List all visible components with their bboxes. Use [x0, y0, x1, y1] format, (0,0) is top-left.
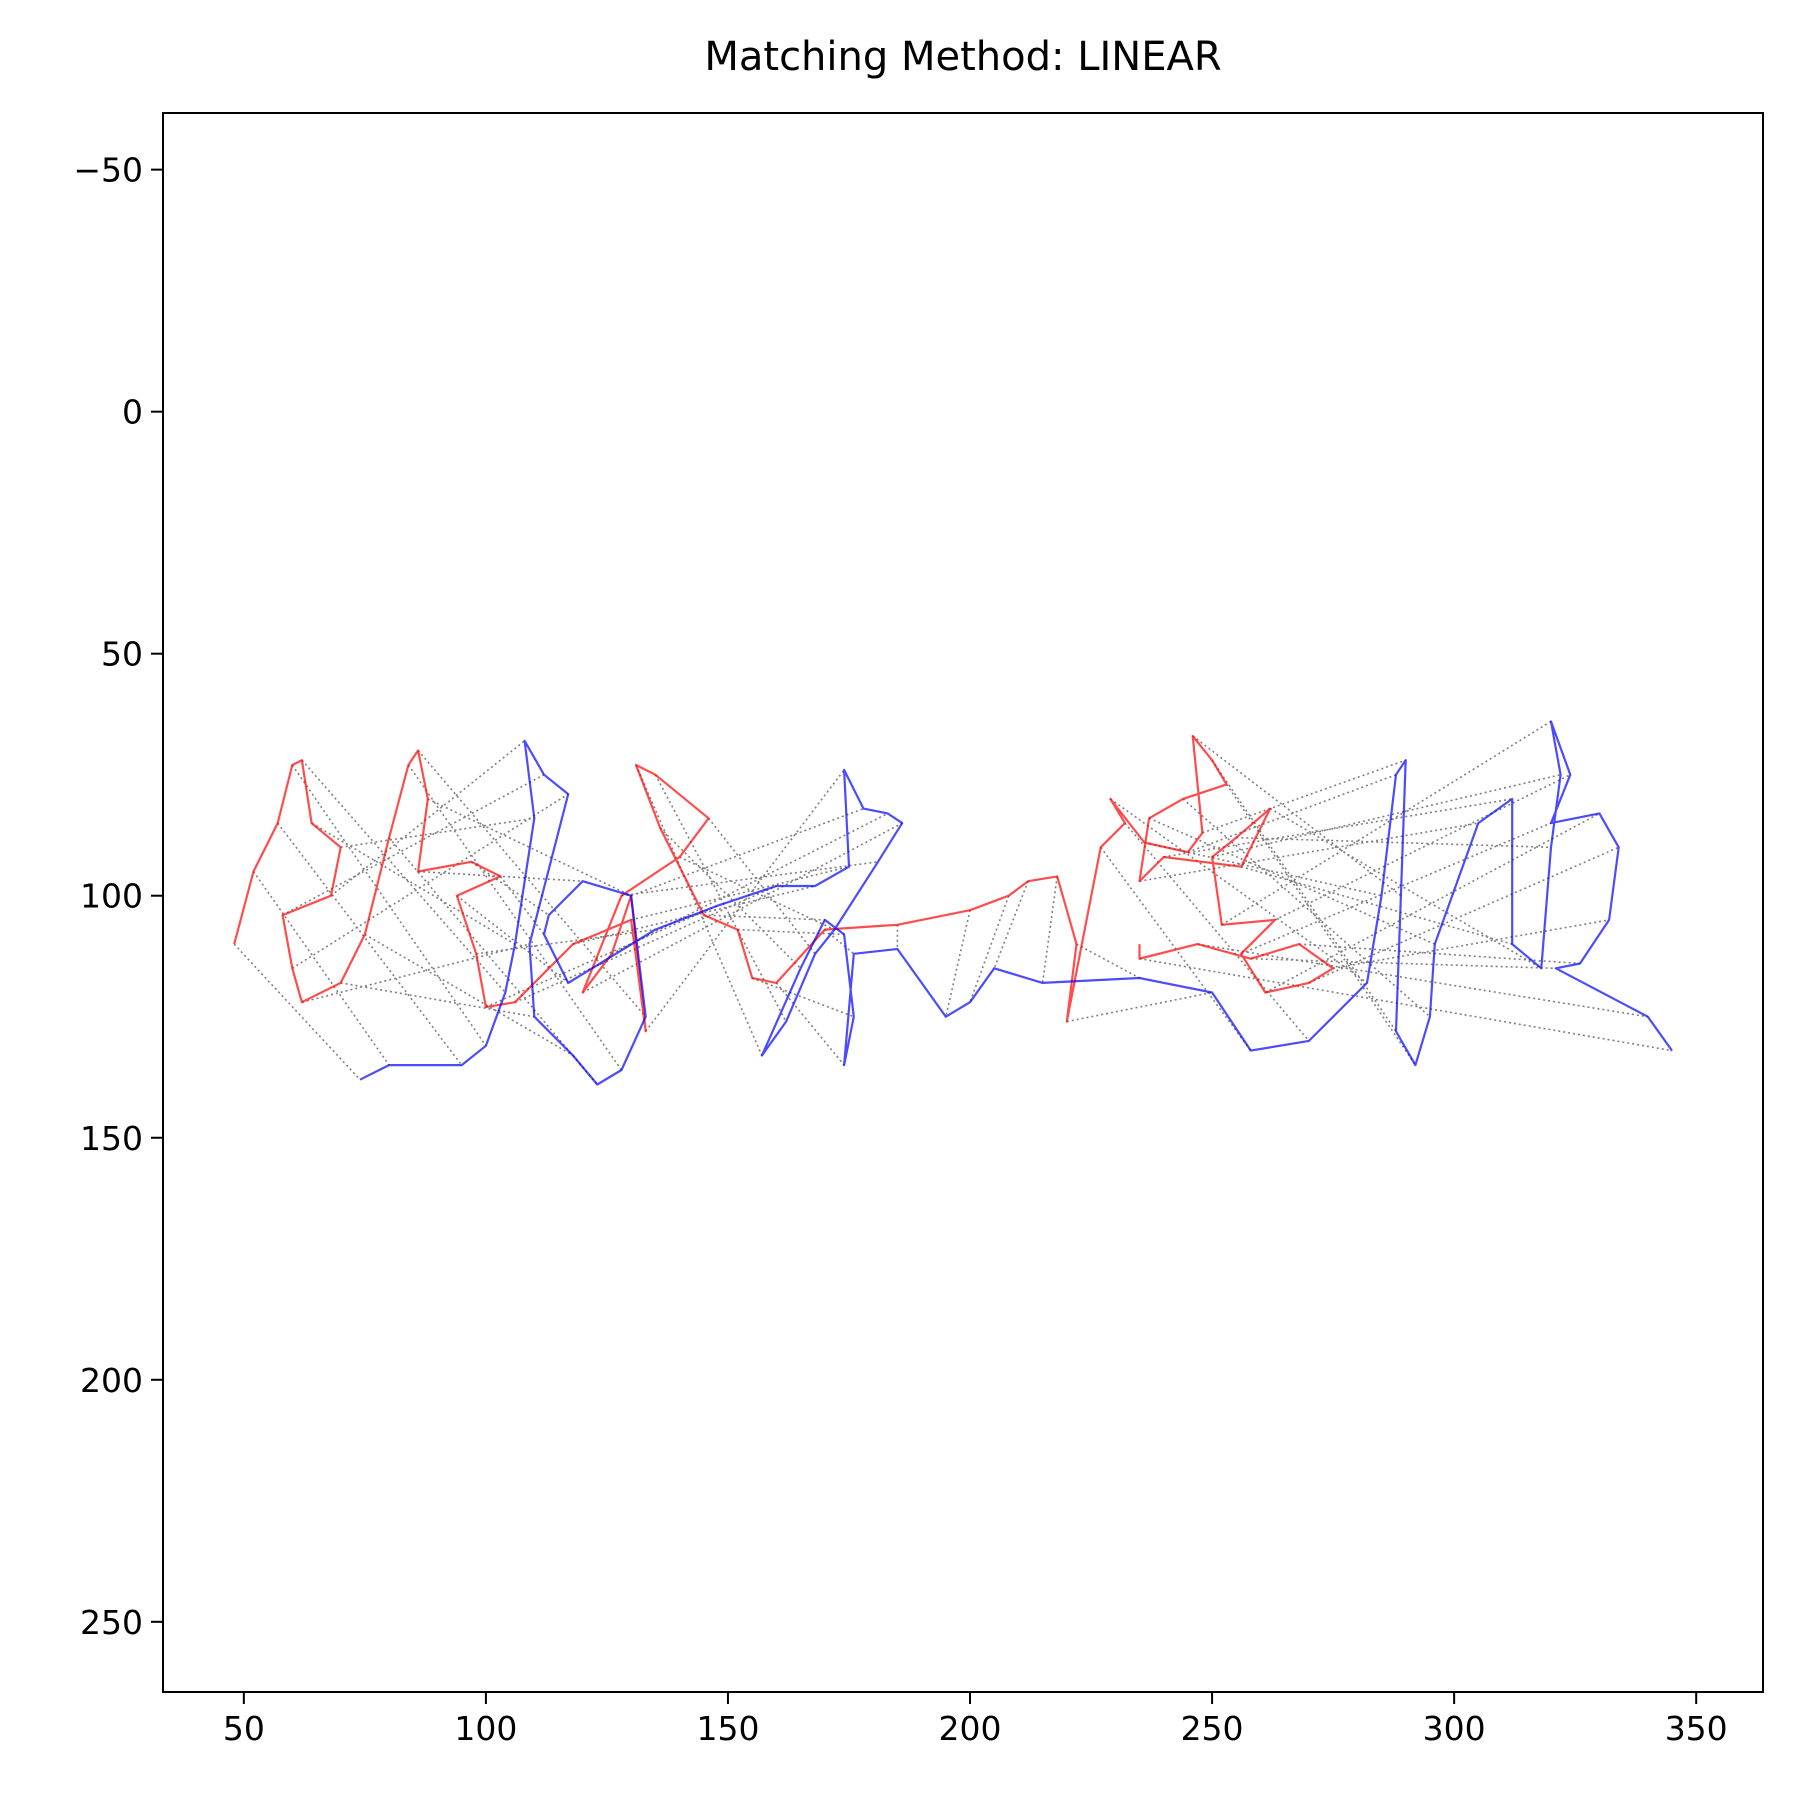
match-line — [407, 764, 623, 1071]
match-line — [572, 885, 816, 945]
shape-line — [233, 734, 1335, 1033]
x-tick-label: 150 — [696, 1709, 759, 1748]
match-line — [1163, 798, 1513, 858]
shape-line — [359, 720, 1673, 1086]
match-line — [1192, 735, 1402, 897]
match-line — [1139, 957, 1673, 1052]
match-line — [1299, 943, 1581, 965]
match-line — [775, 982, 845, 1066]
match-line — [621, 861, 879, 897]
match-line — [301, 759, 506, 994]
match-line — [485, 904, 719, 1008]
match-line — [456, 895, 569, 984]
match-line — [1066, 991, 1213, 1023]
match-line — [291, 764, 487, 1047]
match-line — [277, 822, 463, 1066]
match-line — [1124, 822, 1310, 1042]
match-line — [252, 871, 390, 1066]
match-line — [1187, 773, 1397, 853]
match-line — [630, 807, 864, 897]
match-line — [703, 914, 825, 921]
match-line — [707, 817, 816, 955]
match-line — [1197, 943, 1648, 1018]
match-line — [330, 740, 526, 897]
match-line — [1211, 773, 1561, 858]
match-line — [1264, 812, 1600, 994]
match-line — [364, 933, 574, 1057]
y-tick-label: 0 — [122, 393, 143, 432]
match-line — [514, 885, 777, 1003]
match-line — [1332, 919, 1610, 970]
y-tick-label: 150 — [80, 1119, 143, 1158]
x-tick-label: 100 — [454, 1709, 517, 1748]
match-line — [1202, 759, 1406, 834]
match-line — [1211, 759, 1397, 1032]
y-tick-label: 250 — [80, 1603, 143, 1642]
match-line — [1221, 720, 1552, 926]
match-line — [824, 928, 855, 955]
match-line — [291, 793, 569, 970]
x-tick-label: 250 — [1181, 1709, 1244, 1748]
match-line — [969, 895, 1010, 1003]
y-tick-label: 50 — [101, 635, 143, 674]
match-line — [282, 774, 545, 916]
y-tick-label: −50 — [73, 151, 143, 190]
x-tick-label: 200 — [939, 1709, 1002, 1748]
match-line — [1308, 846, 1620, 984]
match-line — [499, 875, 545, 935]
x-tick-label: 350 — [1665, 1709, 1728, 1748]
match-line — [1139, 822, 1479, 882]
match-line — [993, 880, 1029, 969]
y-tick-label: 200 — [80, 1361, 143, 1400]
match-line — [1148, 817, 1436, 945]
match-line — [654, 774, 787, 1022]
match-line — [417, 749, 647, 1018]
axes-frame — [162, 112, 1764, 1693]
match-line — [388, 837, 598, 1086]
x-tick-label: 50 — [223, 1709, 265, 1748]
match-line — [476, 928, 656, 955]
x-tick-label: 300 — [1423, 1709, 1486, 1748]
match-line — [611, 812, 889, 955]
match-line — [751, 977, 855, 1018]
match-line — [233, 943, 361, 1081]
match-line — [945, 910, 971, 1017]
match-line — [659, 827, 802, 969]
chart-title: Matching Method: LINEAR — [704, 34, 1221, 80]
match-line — [1076, 943, 1140, 979]
match-line — [1240, 865, 1513, 945]
match-line — [1240, 822, 1552, 955]
plot-area — [233, 720, 1673, 1086]
match-line — [1041, 876, 1058, 983]
match-line — [582, 822, 903, 994]
match-line — [301, 943, 530, 1003]
match-line — [630, 865, 850, 921]
match-line — [1225, 783, 1417, 1066]
y-tick-label: 100 — [80, 877, 143, 916]
